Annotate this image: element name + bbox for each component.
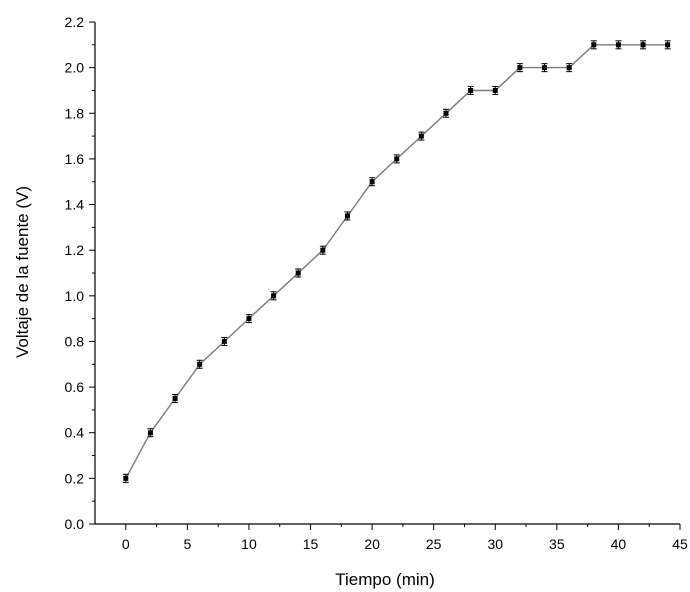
x-tick-label: 10 (241, 536, 257, 552)
x-tick-label: 20 (364, 536, 380, 552)
data-point (271, 293, 277, 299)
y-tick-label: 0.8 (65, 333, 85, 349)
x-tick-label: 45 (672, 536, 688, 552)
data-point (566, 65, 572, 71)
x-tick-label: 5 (183, 536, 191, 552)
y-axis-title: Voltaje de la fuente (V) (13, 186, 32, 358)
data-point (221, 338, 227, 344)
y-tick-label: 2.0 (65, 60, 85, 76)
x-tick-label: 35 (549, 536, 565, 552)
y-tick-label: 1.6 (65, 151, 85, 167)
y-tick-label: 1.4 (65, 197, 85, 213)
data-point (615, 42, 621, 48)
x-tick-label: 0 (122, 536, 130, 552)
y-tick-label: 0.2 (65, 470, 85, 486)
data-point (468, 87, 474, 93)
data-point (246, 316, 252, 322)
x-tick-label: 40 (611, 536, 627, 552)
data-point (320, 247, 326, 253)
data-point (369, 179, 375, 185)
data-point (123, 475, 129, 481)
data-point (542, 65, 548, 71)
y-tick-label: 0.0 (65, 516, 85, 532)
data-point (665, 42, 671, 48)
data-point (640, 42, 646, 48)
data-point (197, 361, 203, 367)
data-point (344, 213, 350, 219)
y-tick-label: 2.2 (65, 14, 85, 30)
series-line (125, 44, 668, 479)
y-tick-label: 0.6 (65, 379, 85, 395)
data-point (517, 65, 523, 71)
data-point (443, 110, 449, 116)
x-axis-title: Tiempo (min) (335, 570, 435, 589)
data-point (172, 396, 178, 401)
y-tick-label: 1.2 (65, 242, 85, 258)
data-point (147, 430, 153, 436)
plot-area: 0.0 0.2 0.4 0.6 0.8 1.0 1.2 1.4 1.6 1.8 2.0 2.2 0 5 10… (65, 14, 688, 552)
data-point (295, 270, 301, 276)
data-point (394, 156, 400, 162)
data-point (591, 42, 597, 48)
x-tick-label: 30 (487, 536, 503, 552)
data-point (492, 87, 498, 93)
y-tick-label: 1.0 (65, 288, 85, 304)
data-point (418, 133, 424, 139)
y-tick-label: 0.4 (65, 425, 85, 441)
x-tick-label: 25 (426, 536, 442, 552)
y-tick-label: 1.8 (65, 105, 85, 121)
x-tick-label: 15 (303, 536, 319, 552)
